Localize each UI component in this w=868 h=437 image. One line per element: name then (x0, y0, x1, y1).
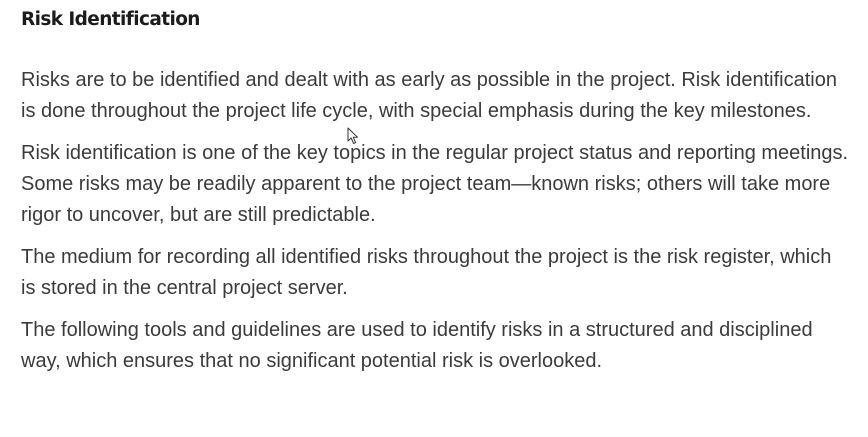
mouse-pointer-icon (347, 127, 358, 144)
paragraph-status-meetings: Risk identification is one of the key to… (21, 142, 849, 226)
paragraph-early-identification: Risks are to be identified and dealt wit… (21, 69, 837, 122)
section-heading: Risk Identification (21, 9, 200, 30)
document-section: Risk Identification Risks are to be iden… (21, 0, 851, 377)
paragraph-tools-guidelines: The following tools and guidelines are u… (21, 319, 813, 372)
paragraph-risk-register: The medium for recording all identified … (21, 246, 832, 299)
